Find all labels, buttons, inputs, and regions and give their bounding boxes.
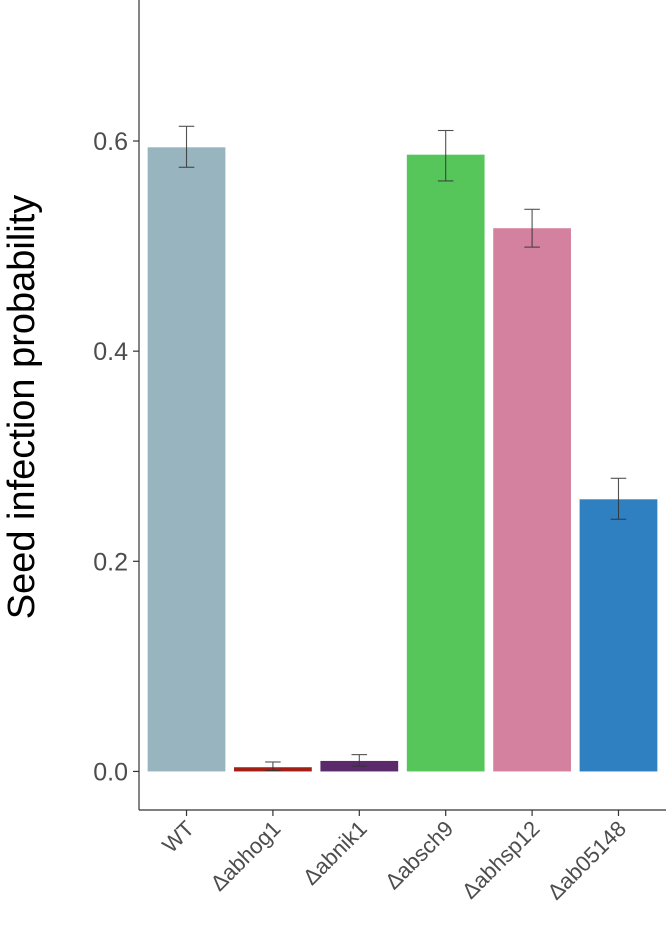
x-tick-label-3: Δabsch9 [380, 816, 458, 894]
error-bar-1 [265, 761, 281, 771]
x-tick-label-0: WT [157, 816, 199, 858]
y-axis-title: Seed infection probability [1, 195, 43, 620]
y-tick-label-0: 0.0 [93, 758, 128, 786]
error-bar-5 [610, 477, 627, 520]
y-tick-label-2: 0.4 [93, 338, 128, 366]
error-bar-3 [437, 129, 454, 182]
error-bar-2 [351, 754, 368, 767]
error-bar-4 [524, 208, 540, 248]
x-tick-label-1: Δabhog1 [205, 816, 285, 896]
bar-5 [579, 499, 658, 772]
bar-0 [147, 147, 226, 772]
bar-3 [406, 154, 485, 772]
y-tick-label-3: 0.6 [93, 128, 128, 156]
bar-4 [493, 228, 571, 772]
error-bars-layer [178, 125, 627, 771]
y-tick-label-1: 0.2 [93, 548, 128, 576]
x-tick-label-5: Δab05148 [542, 816, 631, 905]
bars-layer [147, 147, 658, 772]
x-tick-label-4: Δabhsp12 [457, 816, 545, 904]
x-tick-label-2: Δabnik1 [298, 816, 372, 890]
error-bar-0 [178, 125, 195, 168]
y-ticks: 0.0 0.2 0.4 0.6 [93, 128, 139, 786]
